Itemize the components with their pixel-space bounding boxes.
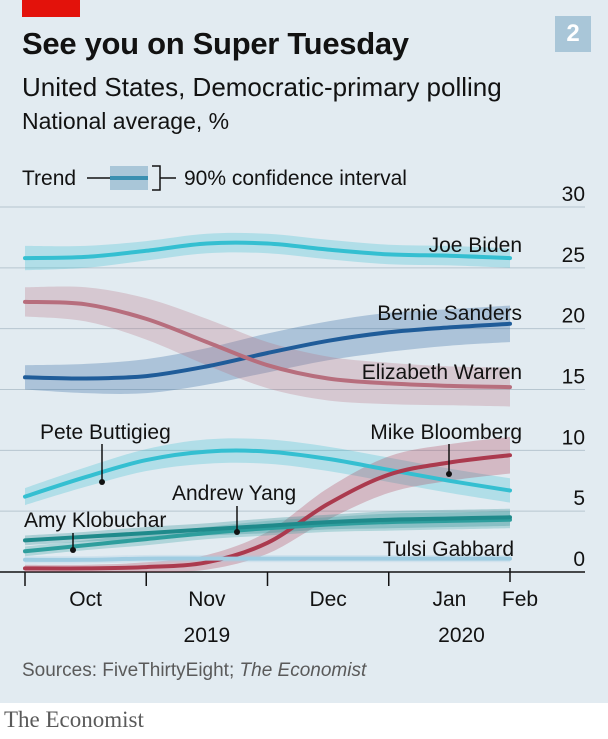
chart-svg: Trend 90% confidence interval 0 5 10 15 20 25… [0,165,585,647]
ci-band-pete-buttigieg [25,438,510,506]
grid-layer: 0 5 10 15 20 25 30 [0,183,585,573]
x-month-label: Jan [432,588,466,611]
sources-prefix: Sources: FiveThirtyEight; [22,660,240,681]
x-year-label: 2020 [438,624,485,647]
leader-dot-pete-buttigieg [99,479,105,485]
x-month-label: Oct [69,588,102,611]
y-tick-label: 15 [562,366,585,389]
y-tick-label: 25 [562,244,585,267]
label-elizabeth-warren: Elizabeth Warren [362,361,522,384]
chart-unit-label: National average, % [22,108,230,134]
label-mike-bloomberg: Mike Bloomberg [370,421,522,444]
economist-wordmark: The Economist [4,707,144,732]
legend-ci-bracket [152,165,176,191]
legend-trend-label: Trend [22,167,76,190]
brand-red-tag [22,0,80,17]
x-month-label: Feb [502,588,538,611]
x-month-label: Dec [309,588,346,611]
x-year-label: 2019 [184,624,231,647]
trend-line-andrew-yang [23,517,512,554]
x-axis: Oct Nov Dec Jan Feb 2019 2020 [24,568,538,647]
label-andrew-yang: Andrew Yang [172,482,296,505]
trend-line-pete-buttigieg [23,448,512,499]
ci-band-elizabeth-warren [25,286,510,407]
label-tulsi-gabbard: Tulsi Gabbard [383,538,514,561]
label-amy-klobuchar: Amy Klobuchar [24,509,166,532]
ci-band-joe-biden [25,232,510,271]
ci-band-bernie-sanders [25,305,510,394]
y-tick-label: 20 [562,305,585,328]
chart-number-badge: 2 [555,16,591,52]
leader-dot-andrew-yang [234,529,240,535]
trend-lines [23,240,512,571]
trend-line-mike-bloomberg [23,453,512,571]
label-joe-biden: Joe Biden [429,234,522,257]
label-pete-buttigieg: Pete Buttigieg [40,421,171,444]
y-tick-label: 0 [573,548,585,571]
x-month-label: Nov [188,588,226,611]
chart-subtitle: United States, Democratic-primary pollin… [22,72,502,102]
chart-title: See you on Super Tuesday [22,26,409,61]
trend-line-amy-klobuchar [23,515,512,543]
y-tick-label: 30 [562,183,585,206]
trend-line-tulsi-gabbard [23,556,512,562]
series-annotations: Joe Biden Bernie Sanders Elizabeth Warren P… [24,234,522,561]
sources-italic: The Economist [239,660,367,681]
legend-ci-label: 90% confidence interval [184,167,407,190]
sources-note: Sources: FiveThirtyEight; The Economist [22,660,366,682]
trend-line-elizabeth-warren [23,299,512,390]
leader-dot-mike-bloomberg [446,471,452,477]
leader-dot-amy-klobuchar [70,547,76,553]
trend-line-bernie-sanders [23,321,512,381]
legend: Trend 90% confidence interval [22,165,407,191]
trend-line-joe-biden [23,240,512,261]
y-tick-label: 5 [573,487,585,510]
label-bernie-sanders: Bernie Sanders [377,302,522,325]
y-tick-label: 10 [562,426,585,449]
chart-panel [0,0,608,703]
